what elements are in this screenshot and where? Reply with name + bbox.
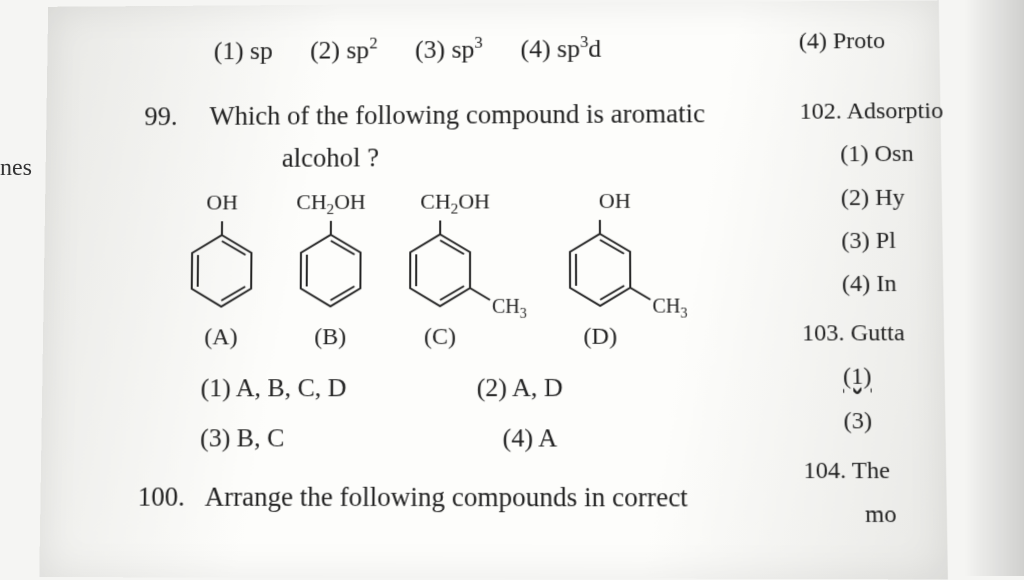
d-side-sub: 3 (680, 307, 687, 322)
right-column: (4) Proto 102. Adsorptio (1) Osn (2) Hy … (799, 20, 989, 538)
right-line-2: (1) Osn (840, 133, 982, 177)
right-line-10: mo (865, 493, 988, 537)
q99-number: 99. (144, 95, 203, 138)
structure-b: CH2OH (B) (290, 189, 370, 351)
opt4-suffix: d (588, 34, 601, 63)
c-top-post: OH (458, 189, 490, 214)
struct-d-side: CH3 (652, 296, 687, 323)
struct-c-side: CH3 (492, 296, 527, 323)
benzene-b-icon (291, 221, 371, 321)
structure-c: CH2OH CH3 (C) (400, 189, 510, 352)
struct-c-top: CH2OH (420, 189, 490, 217)
struct-c-label: (C) (424, 324, 456, 351)
c-side-pre: CH (492, 296, 520, 318)
ans-4: (4) A (503, 423, 558, 453)
q99-line1: Which of the following compound is aroma… (209, 98, 705, 130)
option-2: (2) sp2 (310, 34, 378, 65)
opt2-sup: 2 (369, 34, 377, 53)
b-top-post: OH (334, 189, 366, 214)
b-top-pre: CH (296, 189, 326, 214)
right-line-8: (3) (843, 399, 986, 443)
q100-number: 100. (138, 482, 200, 513)
right-line-9: 104. The (803, 449, 987, 493)
option-3: (3) sp3 (415, 33, 483, 64)
right-line-1: 102. Adsorptio (799, 90, 981, 134)
structure-a: OH (A) (181, 190, 262, 352)
c-side-sub: 3 (520, 307, 527, 322)
right-line-0: (4) Proto (799, 20, 980, 64)
struct-d-top: OH (599, 188, 631, 216)
right-line-7: (1) (843, 356, 986, 400)
struct-a-label: (A) (204, 324, 237, 351)
option-1: (1) sp (214, 36, 273, 66)
ans-3: (3) B, C (200, 423, 284, 453)
opt4-prefix: (4) sp (520, 34, 580, 63)
page-scan: (1) sp (2) sp2 (3) sp3 (4) sp3d (4) Prot… (39, 0, 948, 579)
struct-b-top: CH2OH (296, 189, 366, 217)
benzene-a-icon (182, 221, 262, 320)
ans-1: (1) A, B, C, D (200, 373, 346, 403)
opt3-sup: 3 (474, 33, 482, 52)
c-top-pre: CH (420, 189, 450, 214)
opt3-prefix: (3) sp (415, 35, 474, 64)
d-side-pre: CH (652, 296, 680, 318)
option-4: (4) sp3d (520, 32, 601, 64)
opt4-sup: 3 (580, 32, 588, 51)
right-line-5: (4) In (842, 263, 985, 307)
struct-d-label: (D) (584, 324, 618, 351)
right-line-6: 103. Gutta (802, 312, 985, 356)
q100-text: Arrange the following compounds in corre… (205, 482, 688, 513)
ans-2: (2) A, D (477, 373, 563, 403)
structure-d: OH CH3 (D) (560, 188, 671, 351)
right-line-4: (3) Pl (841, 219, 983, 263)
struct-b-label: (B) (314, 324, 346, 351)
opt2-prefix: (2) sp (310, 35, 369, 64)
margin-text: nes (0, 155, 32, 182)
struct-a-top: OH (206, 190, 238, 218)
right-line-3: (2) Hy (841, 176, 983, 220)
